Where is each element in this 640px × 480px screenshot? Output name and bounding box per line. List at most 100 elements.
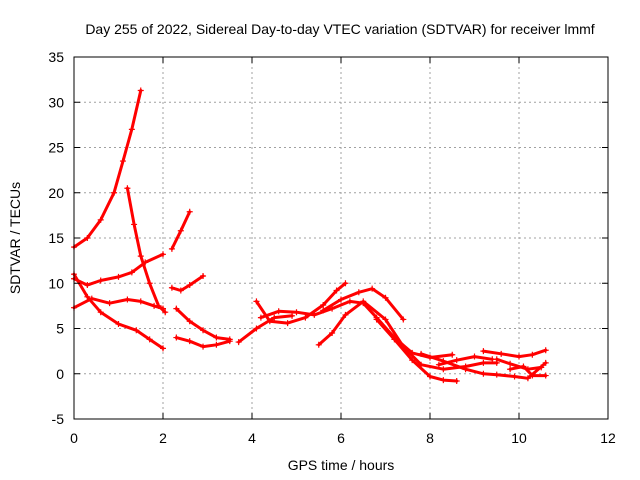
- y-tick-label: 0: [56, 366, 64, 382]
- data-point: [524, 366, 531, 373]
- data-point: [382, 294, 389, 301]
- x-tick-label: 10: [511, 430, 527, 446]
- y-tick-label: 20: [48, 185, 64, 201]
- data-point: [435, 361, 442, 368]
- data-point: [84, 235, 91, 241]
- data-point: [338, 296, 344, 303]
- data-point: [524, 375, 531, 382]
- data-point: [213, 341, 220, 348]
- data-point: [493, 356, 500, 363]
- series-arc3: [71, 251, 166, 289]
- data-point: [409, 357, 416, 364]
- data-point: [151, 302, 158, 309]
- data-point: [97, 309, 104, 316]
- data-point: [106, 300, 113, 307]
- y-axis-label: SDTVAR / TECUs: [7, 182, 23, 294]
- data-point: [97, 216, 104, 223]
- series-line: [125, 186, 167, 314]
- data-point: [302, 314, 309, 321]
- series-line: [237, 314, 294, 344]
- data-point: [253, 325, 260, 332]
- data-point: [186, 208, 193, 215]
- data-point: [88, 295, 95, 302]
- series-line: [317, 299, 499, 371]
- data-point: [235, 339, 242, 346]
- data-point: [542, 359, 549, 366]
- data-point: [137, 87, 144, 94]
- x-tick-label: 2: [159, 430, 167, 446]
- data-point: [142, 259, 149, 266]
- series-arc6: [168, 208, 193, 252]
- chart-title: Day 255 of 2022, Sidereal Day-to-day VTE…: [85, 21, 594, 37]
- series-arc5: [71, 295, 166, 312]
- data-point: [382, 316, 389, 323]
- data-point: [275, 308, 282, 315]
- data-point: [119, 158, 126, 165]
- data-point: [253, 298, 260, 305]
- x-tick-label: 0: [70, 430, 78, 446]
- data-point: [369, 285, 376, 292]
- series-arc15: [373, 316, 460, 384]
- data-point: [137, 298, 144, 305]
- data-point: [173, 334, 180, 341]
- series-line: [72, 89, 143, 249]
- data-point: [124, 296, 131, 303]
- series-arc12: [257, 298, 456, 361]
- data-point: [128, 126, 135, 133]
- data-point: [360, 298, 367, 305]
- data-point: [186, 282, 193, 289]
- data-point: [177, 287, 184, 294]
- series-arc2: [124, 185, 169, 316]
- axis-ticks: 0 2 4 6 8 10 12 -5 0 5 10 15 20 25 30 35: [48, 49, 616, 446]
- data-point: [329, 330, 336, 337]
- data-point: [200, 343, 207, 350]
- y-tick-label: 5: [56, 321, 64, 337]
- data-point: [538, 364, 545, 371]
- data-point: [137, 253, 144, 260]
- data-point: [133, 327, 140, 334]
- data-point: [146, 280, 153, 287]
- series-arc8: [173, 305, 233, 343]
- data-point: [418, 350, 425, 357]
- data-point: [542, 347, 549, 354]
- data-point: [516, 353, 522, 360]
- data-point: [115, 320, 122, 327]
- data-point: [529, 351, 536, 358]
- series-line: [481, 348, 548, 359]
- series-arc17: [435, 353, 496, 368]
- data-point: [289, 312, 296, 319]
- data-point: [97, 277, 104, 284]
- grid: [74, 57, 608, 419]
- data-point: [320, 307, 327, 314]
- data-point: [173, 305, 180, 312]
- data-point: [311, 311, 318, 318]
- series-arc18: [480, 347, 549, 360]
- data-point: [131, 221, 138, 228]
- data-point: [440, 377, 447, 384]
- x-tick-label: 6: [337, 430, 345, 446]
- data-point: [186, 338, 193, 345]
- data-point: [333, 287, 340, 294]
- plot-series: [71, 87, 549, 384]
- data-point: [284, 320, 291, 327]
- x-axis-label: GPS time / hours: [288, 457, 395, 473]
- data-point: [115, 273, 122, 280]
- data-point: [177, 227, 184, 234]
- data-point: [84, 282, 91, 289]
- data-point: [440, 366, 447, 373]
- data-point: [266, 318, 273, 325]
- y-tick-label: 35: [48, 49, 64, 65]
- data-point: [200, 273, 207, 280]
- data-point: [480, 348, 487, 355]
- series-arc11: [253, 280, 349, 327]
- y-tick-label: 25: [48, 140, 64, 156]
- data-point: [427, 373, 433, 380]
- series-arc20: [493, 356, 545, 373]
- data-point: [507, 366, 514, 373]
- data-point: [168, 245, 175, 252]
- data-point: [511, 373, 518, 380]
- data-point: [507, 360, 514, 367]
- data-point: [355, 289, 362, 296]
- data-point: [226, 338, 233, 345]
